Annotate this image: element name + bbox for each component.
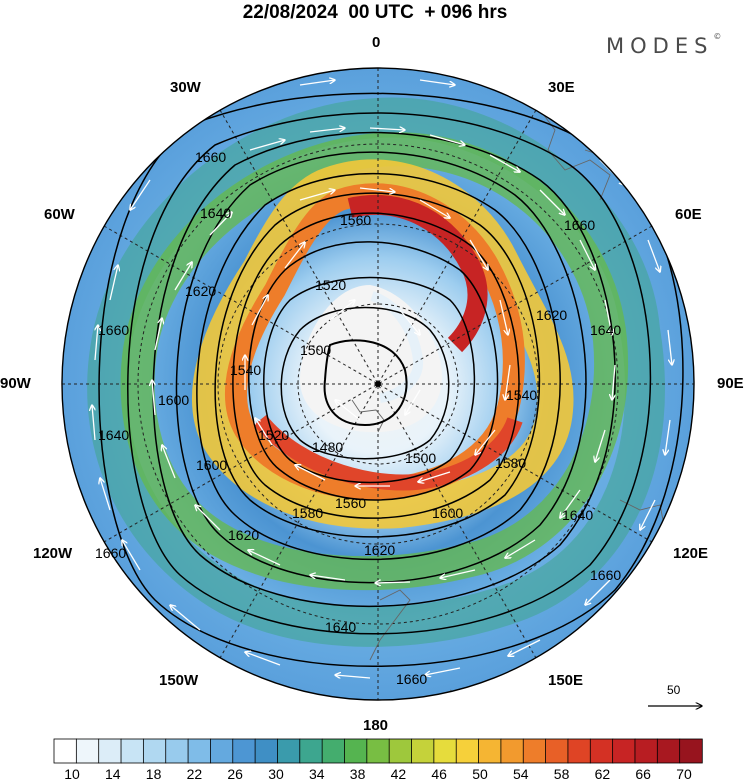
colorbar-swatch <box>142 738 167 764</box>
lon-label-120e: 120E <box>673 545 709 562</box>
colorbar-swatch <box>522 738 547 764</box>
lon-label-150e: 150E <box>548 672 584 689</box>
reference-vector-label: 50 <box>667 683 681 697</box>
colorbar-swatch <box>75 738 100 764</box>
colorbar-swatch <box>656 738 681 764</box>
colorbar-swatch <box>634 738 659 764</box>
colorbar-swatch <box>165 738 189 764</box>
contour-label-1620-c: 1620 <box>228 527 259 543</box>
colorbar-label: 10 <box>64 766 80 782</box>
contour-label-1600-c: 1600 <box>196 457 227 473</box>
wind-vectors <box>92 80 672 678</box>
colorbar-label: 22 <box>186 766 203 782</box>
colorbar-label: 70 <box>676 766 692 782</box>
contour-label-1660-a: 1660 <box>195 149 226 165</box>
lon-label-120w: 120W <box>33 545 73 562</box>
lon-label-30w: 30W <box>170 79 201 96</box>
contour-label-1560-a: 1560 <box>340 212 371 228</box>
brand-logo: MODES© <box>606 32 722 58</box>
colorbar-swatch <box>120 738 145 764</box>
lon-label-150w: 150W <box>159 672 199 689</box>
colorbar-swatch <box>455 738 480 764</box>
colorbar-swatch <box>612 738 636 764</box>
colorbar-label: 42 <box>390 766 407 782</box>
contour-label-1520-a: 1520 <box>315 277 346 293</box>
colorbar-swatch <box>187 738 212 764</box>
colorbar-swatch <box>589 738 614 764</box>
colorbar-swatch <box>388 738 413 764</box>
colorbar-swatch <box>321 738 346 764</box>
lon-label-30e: 30E <box>548 79 575 96</box>
contour-label-1620-b: 1620 <box>536 307 567 323</box>
contour-label-1660-d: 1660 <box>396 671 427 687</box>
height-contours <box>98 92 684 667</box>
lon-label-180: 180 <box>363 717 389 734</box>
colorbar-label: 54 <box>513 766 529 782</box>
contour-label-1540-b: 1540 <box>506 387 537 403</box>
colorbar-label: 18 <box>145 766 162 782</box>
contour-label-1600-a: 1600 <box>158 392 189 408</box>
contour-label-1620-d: 1620 <box>364 542 395 558</box>
contour-label-1600-b: 1600 <box>432 505 463 521</box>
colorbar-label: 14 <box>105 766 121 782</box>
contour-value-labels: 1660 1640 1620 1600 1560 1520 1500 1540 … <box>95 149 621 687</box>
contour-label-1660-b: 1660 <box>564 217 595 233</box>
contour-label-1560-b: 1560 <box>335 495 366 511</box>
colorbar-label: 62 <box>594 766 611 782</box>
contour-label-1660-e: 1660 <box>95 545 126 561</box>
colorbar-swatch <box>679 738 703 764</box>
colorbar-swatch <box>53 738 78 764</box>
contour-label-1640-e: 1640 <box>98 427 129 443</box>
contour-label-1580-a: 1580 <box>292 505 323 521</box>
lon-label-60w: 60W <box>44 206 75 223</box>
contour-label-1500-a: 1500 <box>300 342 331 358</box>
contour-label-1480: 1480 <box>312 439 343 455</box>
colorbar-swatch <box>299 738 323 764</box>
colorbar-label: 34 <box>309 766 325 782</box>
colorbar-swatch <box>254 738 279 764</box>
contour-label-1640-b: 1640 <box>590 322 621 338</box>
contour-label-1660-f: 1660 <box>98 322 129 338</box>
contour-label-1640-a: 1640 <box>200 205 231 221</box>
lon-label-90e: 90E <box>717 375 744 392</box>
graticule <box>62 68 694 700</box>
colorbar-swatch <box>98 738 122 764</box>
contour-label-1640-c: 1640 <box>562 507 593 523</box>
north-pole-marker <box>375 381 381 387</box>
colorbar <box>53 738 703 764</box>
colorbar-swatch <box>433 738 457 764</box>
colorbar-swatch <box>277 738 301 764</box>
contour-label-1520-b: 1520 <box>258 427 289 443</box>
lon-label-60e: 60E <box>675 206 702 223</box>
colorbar-swatch <box>344 738 368 764</box>
contour-label-1500-b: 1500 <box>405 450 436 466</box>
colorbar-swatch <box>210 738 234 764</box>
colorbar-label: 46 <box>431 766 447 782</box>
colorbar-swatch <box>232 738 256 764</box>
colorbar-swatch <box>500 738 524 764</box>
contour-label-1640-d: 1640 <box>325 619 356 635</box>
colorbar-label: 26 <box>227 766 243 782</box>
contour-label-1540-a: 1540 <box>230 362 261 378</box>
colorbar-label: 66 <box>635 766 651 782</box>
colorbar-label: 50 <box>472 766 488 782</box>
lon-label-90w: 90W <box>0 375 31 392</box>
contour-label-1620-a: 1620 <box>185 283 216 299</box>
map-title: 22/08/2024 00 UTC + 096 hrs <box>242 2 508 23</box>
colorbar-swatch <box>567 738 591 764</box>
colorbar-label: 30 <box>268 766 284 782</box>
colorbar-label: 58 <box>553 766 570 782</box>
colorbar-swatch <box>545 738 569 764</box>
colorbar-label: 38 <box>349 766 366 782</box>
colorbar-swatch <box>411 738 435 764</box>
colorbar-swatch <box>366 738 390 764</box>
contour-label-1660-c: 1660 <box>590 567 621 583</box>
colorbar-swatch <box>478 738 502 764</box>
contour-label-1580-b: 1580 <box>495 455 526 471</box>
lon-label-0: 0 <box>372 34 381 51</box>
